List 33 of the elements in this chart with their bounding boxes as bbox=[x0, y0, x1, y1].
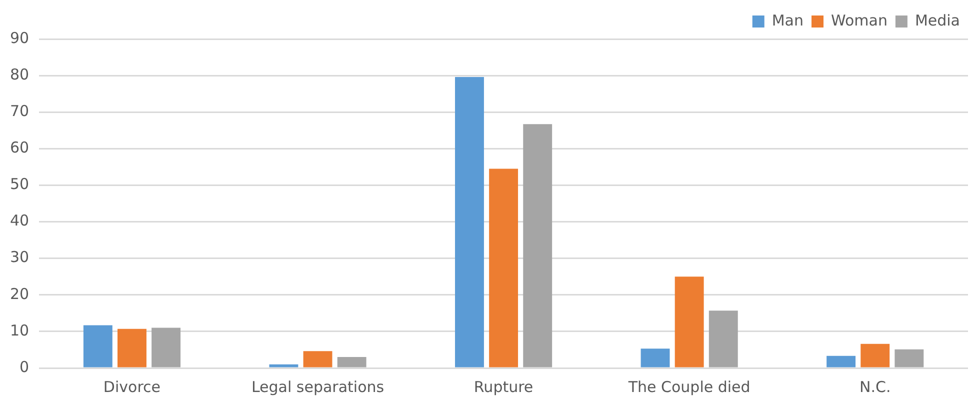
x-tick-label: Legal separations bbox=[251, 378, 384, 396]
bar bbox=[455, 77, 484, 368]
x-tick-label: The Couple died bbox=[627, 378, 750, 396]
y-tick-label: 80 bbox=[10, 65, 30, 84]
bar bbox=[708, 310, 738, 368]
bar bbox=[894, 349, 924, 368]
bar bbox=[489, 168, 518, 368]
y-tick-label: 70 bbox=[10, 102, 30, 120]
bar bbox=[152, 328, 181, 368]
y-tick-label: 90 bbox=[10, 28, 30, 47]
y-tick-label: 10 bbox=[10, 321, 30, 340]
y-tick-label: 60 bbox=[10, 138, 30, 157]
x-tick-label: Rupture bbox=[474, 378, 534, 396]
y-tick-label: 30 bbox=[10, 248, 30, 266]
bar bbox=[337, 357, 366, 368]
x-tick-label: Divorce bbox=[103, 378, 161, 396]
bar bbox=[269, 364, 298, 368]
bar bbox=[674, 276, 704, 368]
legend-label: Media bbox=[914, 11, 960, 30]
bar bbox=[860, 344, 890, 368]
bar bbox=[826, 356, 856, 368]
bar bbox=[118, 328, 146, 368]
bar bbox=[640, 348, 670, 368]
y-tick-label: 0 bbox=[20, 358, 30, 376]
legend-label: Man bbox=[772, 11, 804, 30]
y-tick-label: 40 bbox=[10, 212, 30, 230]
y-tick-label: 20 bbox=[10, 284, 30, 303]
bar bbox=[303, 351, 332, 368]
bar bbox=[83, 325, 112, 368]
legend-label: Woman bbox=[831, 11, 888, 30]
y-tick-label: 50 bbox=[10, 175, 30, 194]
x-tick-label: N.C. bbox=[859, 378, 891, 396]
bar bbox=[523, 124, 552, 368]
